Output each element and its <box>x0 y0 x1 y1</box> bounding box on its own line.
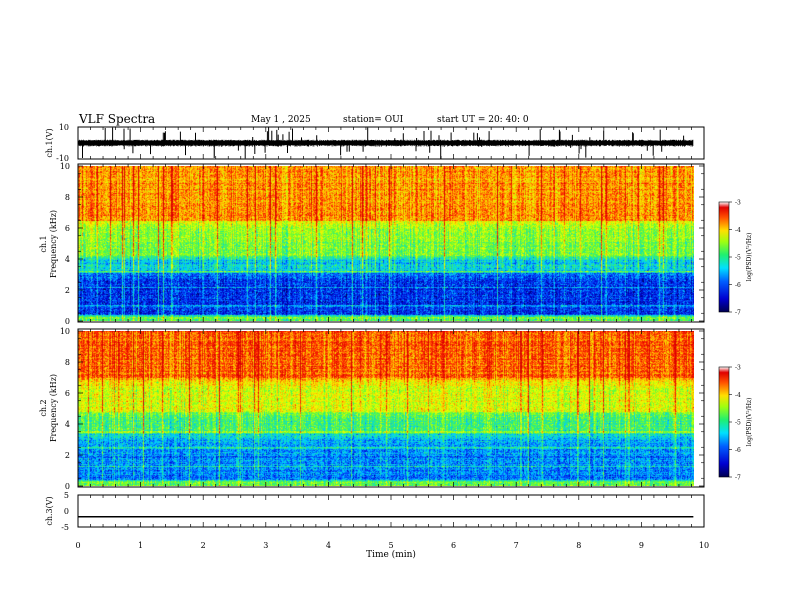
ch3-ytick-mid: 0 <box>64 507 69 516</box>
colorbar-tick-label: -3 <box>735 365 741 372</box>
freq-tick-label: 10 <box>60 162 70 171</box>
time-tick-label: 10 <box>699 541 709 550</box>
freq-tick-label: 2 <box>65 286 70 295</box>
ch1-waveform-panel: 10 -10 ch.1(V) <box>45 123 705 163</box>
ch1-ylabel: ch.1(V) <box>45 128 54 157</box>
ch1-freq-ylabel: Frequency (kHz) <box>49 210 58 278</box>
freq-tick-label: 2 <box>65 451 70 460</box>
freq-tick-label: 8 <box>65 358 70 367</box>
time-axis-ticks <box>77 127 705 527</box>
time-tick-label: 6 <box>451 541 456 550</box>
figure-title: VLF Spectra <box>79 112 156 126</box>
colorbar-tick-label: -3 <box>735 200 741 207</box>
time-tick-label: 9 <box>639 541 644 550</box>
time-tick-label: 5 <box>388 541 393 550</box>
freq-tick-label: 10 <box>60 327 70 336</box>
colorbar-tick-label: -4 <box>735 392 741 399</box>
date-label: May 1 , 2025 <box>251 115 311 125</box>
ch2-colorbar-label: log(PSD)(V²/Hz) <box>746 398 753 447</box>
ch3-ytick-top: 5 <box>64 491 69 500</box>
freq-tick-label: 6 <box>65 224 70 233</box>
ch2-freq-ticks: 0 2 4 6 8 10 <box>60 327 704 491</box>
ch1-waveform-envelope <box>78 139 694 147</box>
ch1-spectrogram-panel: 0 2 4 6 8 10 ch.1 Frequency (kHz) <box>39 162 705 326</box>
time-tick-label: 0 <box>75 541 80 550</box>
ch2-colorbar: -3 -4 -5 -6 -7 log(PSD)(V²/Hz) <box>718 365 753 482</box>
ch1-spectrogram-image <box>78 166 694 321</box>
ch1-colorbar-label: log(PSD)(V²/Hz) <box>746 233 753 282</box>
time-tick-label: 1 <box>138 541 143 550</box>
ch1-waveform-trace <box>78 127 694 159</box>
ch1-freq-ylabel-top: ch.1 <box>39 235 48 252</box>
time-tick-label: 7 <box>514 541 519 550</box>
colorbar-tick-label: -5 <box>735 420 741 427</box>
colorbar-tick-label: -5 <box>735 255 741 262</box>
time-axis-tick-labels: 0 1 2 3 4 5 6 7 8 9 10 <box>75 541 709 550</box>
time-tick-label: 4 <box>326 541 331 550</box>
ch1-ytick-bottom: -10 <box>56 154 69 163</box>
colorbar-tick-label: -7 <box>735 310 741 317</box>
ch2-colorbar-scale <box>718 366 730 478</box>
ch2-spectrogram-panel: 0 2 4 6 8 10 ch.2 Frequency (kHz) <box>39 327 705 491</box>
colorbar-tick-label: -6 <box>735 282 741 289</box>
ch3-ytick-bottom: -5 <box>61 523 69 532</box>
freq-tick-label: 8 <box>65 193 70 202</box>
time-tick-label: 3 <box>263 541 268 550</box>
ch3-panel: 5 0 -5 ch.3(V) <box>45 491 705 532</box>
freq-tick-label: 0 <box>65 482 70 491</box>
ch1-ytick-top: 10 <box>59 123 69 132</box>
ch1-colorbar: -3 -4 -5 -6 -7 log(PSD)(V²/Hz) <box>718 200 753 317</box>
freq-tick-label: 4 <box>65 420 70 429</box>
ch2-freq-ylabel: Frequency (kHz) <box>49 374 58 442</box>
colorbar-tick-label: -4 <box>735 227 741 234</box>
ch2-freq-ylabel-top: ch.2 <box>39 399 48 416</box>
start-time-label: start UT = 20: 40: 0 <box>437 115 529 125</box>
colorbar-tick-label: -7 <box>735 475 741 482</box>
ch2-colorbar-ticks: -3 -4 -5 -6 -7 <box>729 365 741 482</box>
freq-tick-label: 6 <box>65 389 70 398</box>
colorbar-tick-label: -6 <box>735 447 741 454</box>
ch2-spectrogram-image <box>78 331 694 486</box>
time-tick-label: 2 <box>201 541 206 550</box>
ch1-waveform-spikes <box>82 127 685 159</box>
time-axis-label: Time (min) <box>366 549 416 560</box>
station-label: station= OUI <box>343 115 404 125</box>
ch3-ylabel: ch.3(V) <box>45 496 54 525</box>
ch1-colorbar-scale <box>718 201 730 313</box>
freq-tick-label: 0 <box>65 317 70 326</box>
time-tick-label: 8 <box>576 541 581 550</box>
ch1-colorbar-ticks: -3 -4 -5 -6 -7 <box>729 200 741 317</box>
ch1-freq-ticks: 0 2 4 6 8 10 <box>60 162 704 326</box>
freq-tick-label: 4 <box>65 255 70 264</box>
